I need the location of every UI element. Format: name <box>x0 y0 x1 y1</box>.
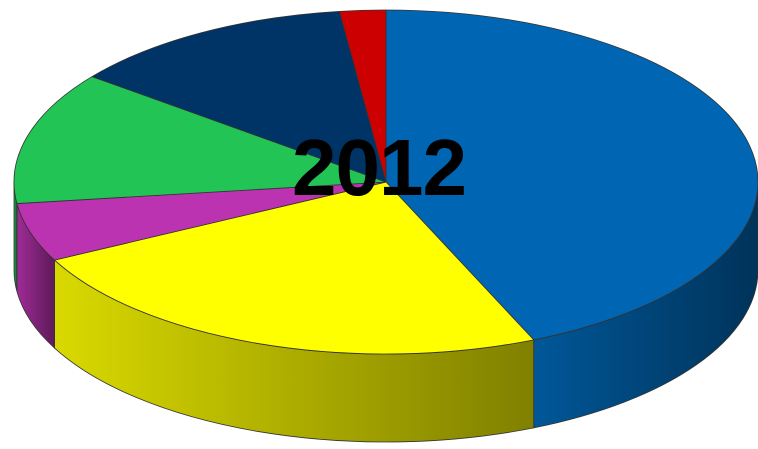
pie-slice-1 <box>385 9 758 341</box>
pie-slice-4 <box>13 76 387 204</box>
pie-slice-5 <box>91 10 387 183</box>
chart-title: 2012 <box>292 123 467 212</box>
pie-slice-2 <box>54 181 535 355</box>
pie-slice-6 <box>338 9 387 183</box>
